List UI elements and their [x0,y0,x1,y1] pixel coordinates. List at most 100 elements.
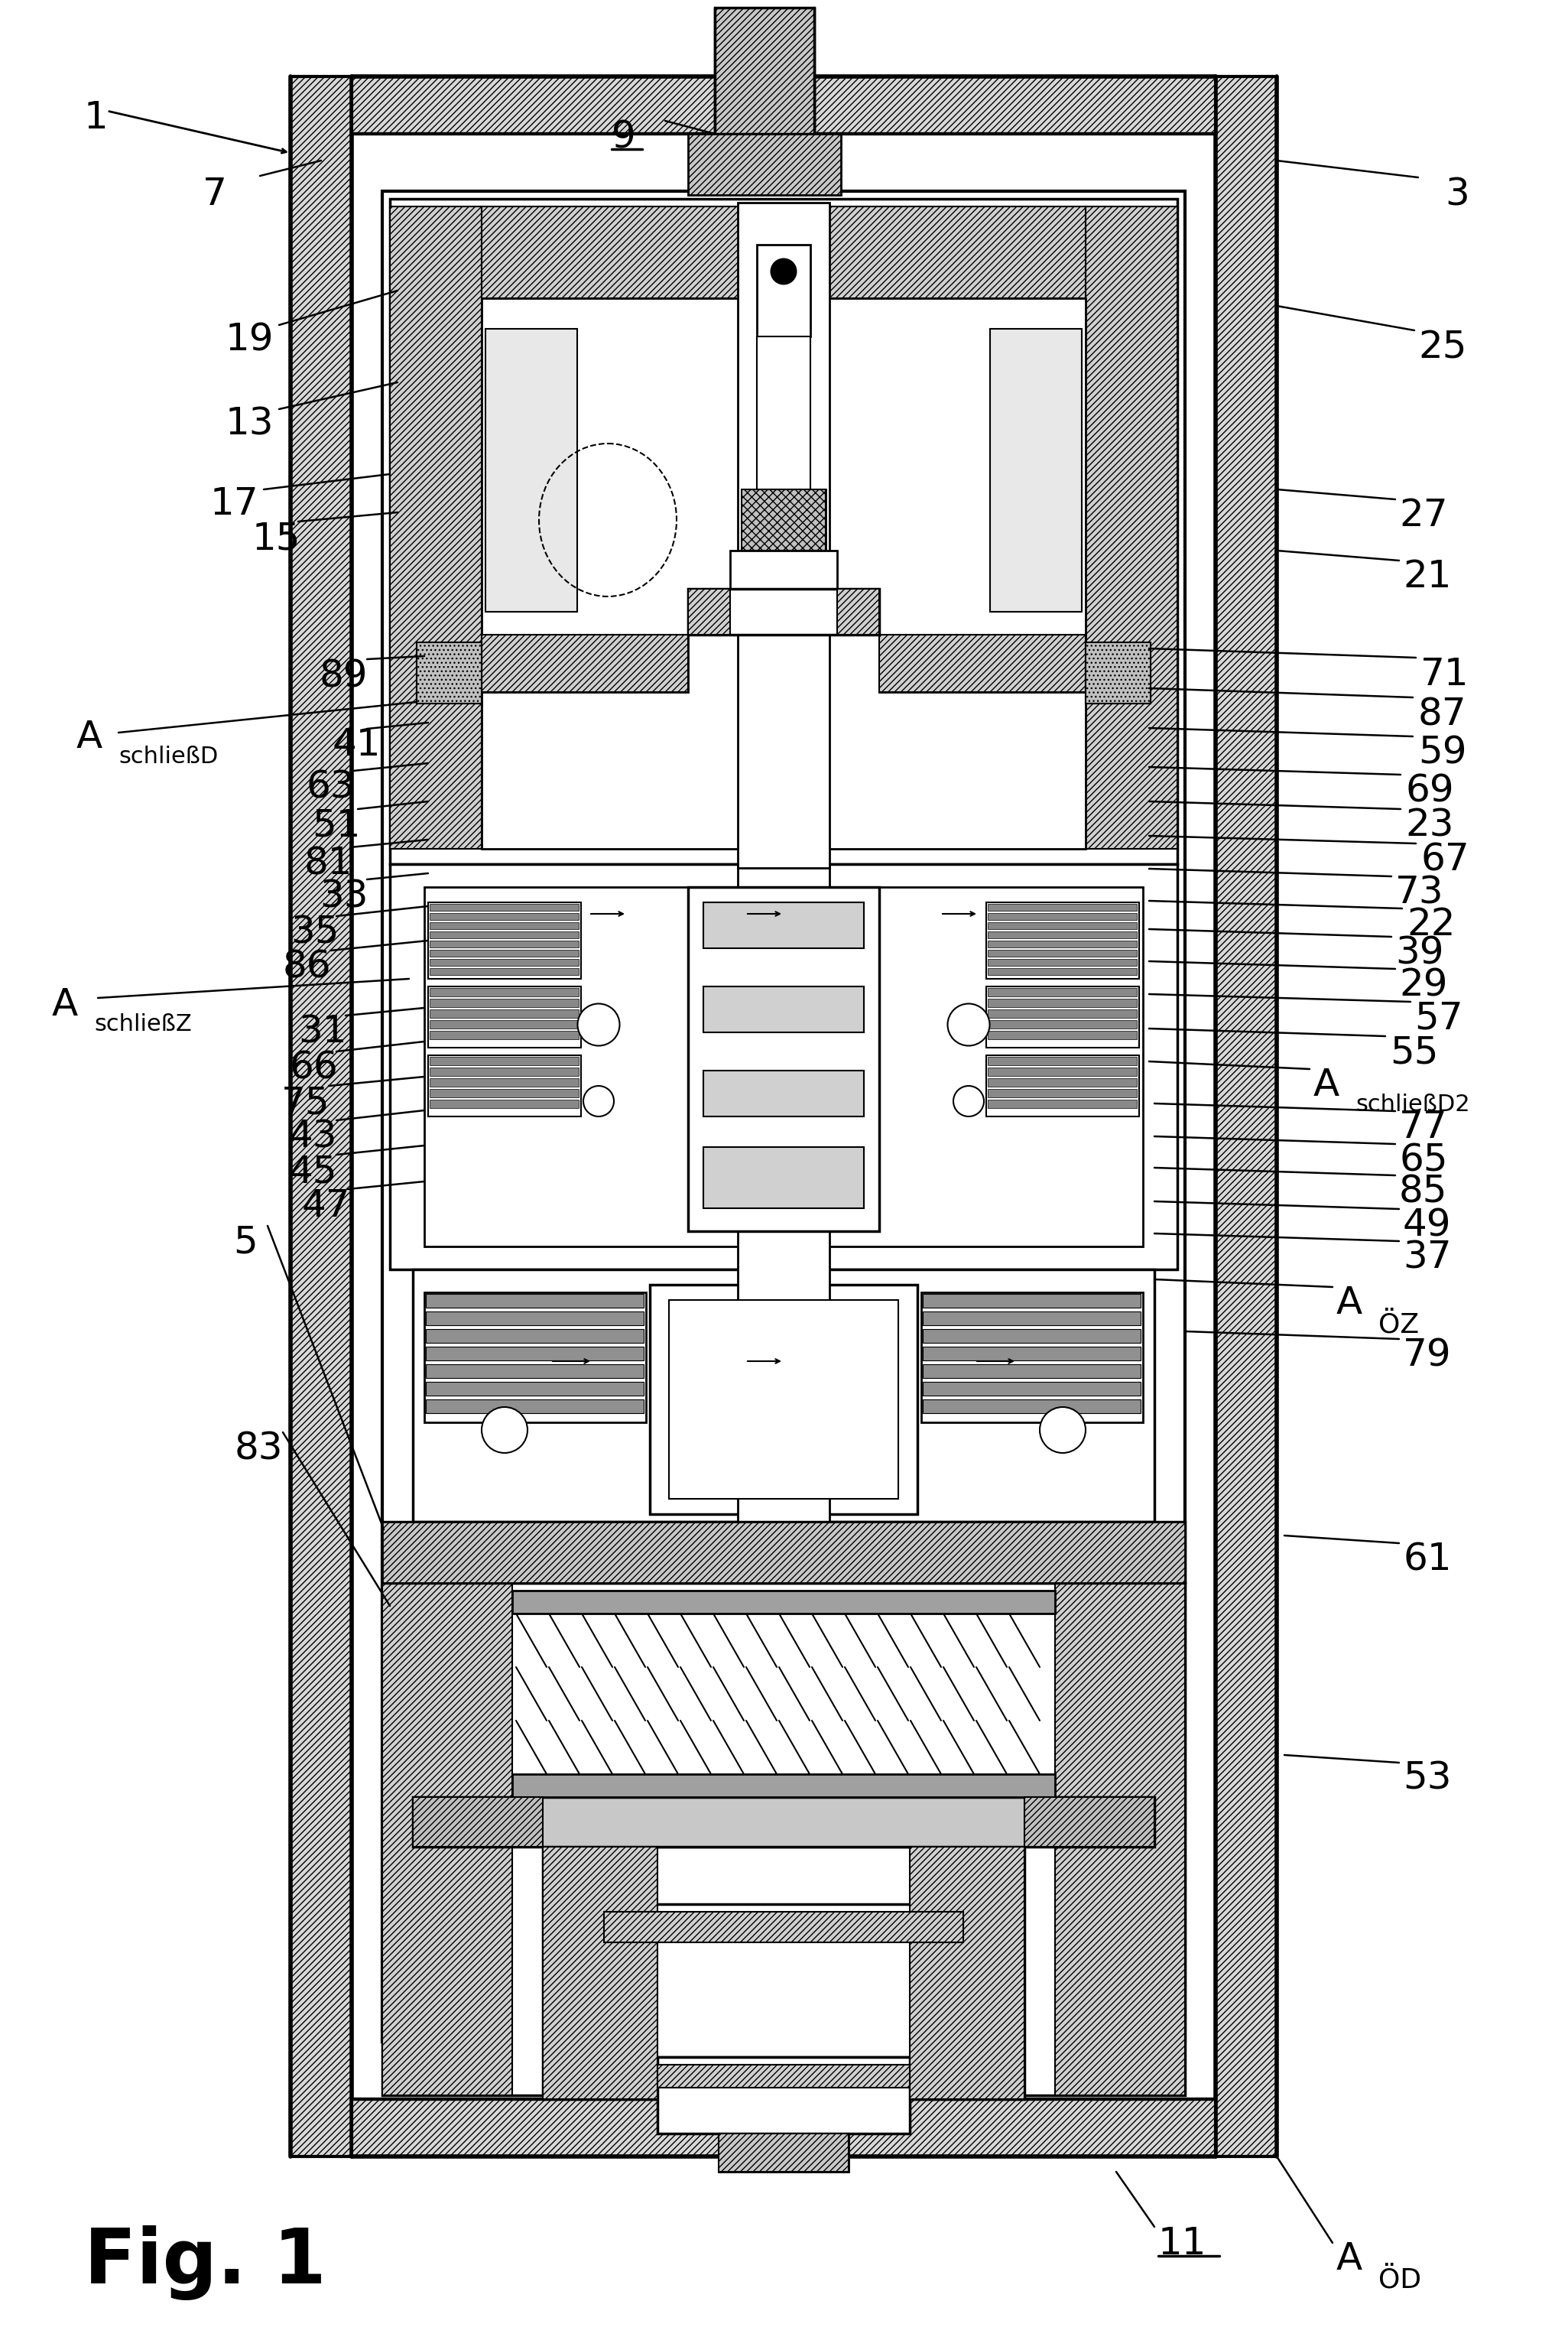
Bar [543,1848,657,2099]
Bar [715,7,814,135]
Text: Fig. 1: Fig. 1 [85,2225,326,2299]
Bar [1055,1582,1185,2094]
Bar [481,207,1085,298]
Bar [988,1077,1137,1087]
Bar [426,1364,644,1378]
Text: 49: 49 [1403,1208,1452,1243]
Text: 22: 22 [1406,905,1455,942]
Bar [1085,642,1151,703]
Text: 63: 63 [306,768,354,805]
Bar [430,940,579,947]
Bar [390,198,1178,863]
Text: 35: 35 [290,915,339,949]
Bar [704,987,864,1033]
Bar [986,987,1138,1047]
Text: 87: 87 [1417,696,1466,733]
Bar [739,863,829,1529]
Bar [988,1031,1137,1040]
Text: 73: 73 [1396,875,1444,910]
Text: ÖD: ÖD [1378,2266,1421,2294]
Bar [426,1382,644,1396]
Text: 65: 65 [1399,1143,1447,1177]
Bar [428,987,582,1047]
Text: 57: 57 [1414,1001,1463,1036]
Bar [922,1291,1143,1422]
Bar [430,1089,579,1098]
Bar [426,1399,644,1412]
Text: 77: 77 [1399,1110,1447,1145]
Bar [988,940,1137,947]
Bar [909,1848,1024,2099]
Bar [922,1347,1140,1361]
Bar [383,1522,1185,1582]
Bar [412,1271,1154,1522]
Bar [657,2057,909,2134]
Text: 11: 11 [1159,2225,1207,2262]
Bar [688,887,880,1231]
Text: 85: 85 [1399,1173,1447,1210]
Bar [430,1019,579,1029]
Bar [989,328,1082,612]
Bar [426,1329,644,1343]
Bar [430,903,579,910]
Bar [430,989,579,996]
Bar [922,1294,1140,1308]
Bar [922,1399,1140,1412]
Text: 79: 79 [1403,1336,1452,1373]
Bar [513,1592,1055,1613]
Bar [988,1101,1137,1108]
Bar [988,1089,1137,1098]
Ellipse shape [481,1408,527,1452]
Bar [430,1077,579,1087]
Bar [383,191,1185,2041]
Text: 67: 67 [1421,840,1469,877]
Bar [880,635,1085,691]
Text: A: A [1314,1066,1339,1103]
Bar [688,135,840,195]
Bar [986,1054,1138,1117]
Bar [657,2064,909,2087]
Bar [731,551,837,589]
Bar [988,949,1137,956]
Bar [718,2134,848,2171]
Text: 21: 21 [1403,558,1452,596]
Bar [704,1070,864,1117]
Bar [922,1312,1140,1326]
Text: 45: 45 [289,1154,337,1189]
Ellipse shape [770,258,797,284]
Bar [988,989,1137,996]
Text: 1: 1 [85,100,108,135]
Text: A: A [1336,1285,1363,1322]
Bar [742,489,826,551]
Bar [430,921,579,928]
Text: 89: 89 [320,659,368,693]
Text: 7: 7 [202,177,227,212]
Ellipse shape [947,1003,989,1045]
Ellipse shape [1040,1408,1085,1452]
Text: 41: 41 [332,726,381,763]
Text: A: A [52,987,78,1024]
Bar [430,1101,579,1108]
Text: 51: 51 [312,807,361,842]
Bar [383,1522,1185,1582]
Bar [880,635,1085,691]
Bar [688,589,880,635]
Bar [513,1773,1055,1796]
Text: 33: 33 [320,877,368,915]
Text: 59: 59 [1417,733,1466,770]
Bar [430,1010,579,1017]
Text: 86: 86 [282,947,331,984]
Bar [988,959,1137,966]
Text: A: A [1336,2241,1363,2278]
Bar [988,903,1137,910]
Bar [922,1329,1140,1343]
Text: 25: 25 [1417,328,1466,365]
Bar [1085,207,1178,849]
Bar [390,207,481,849]
Ellipse shape [953,1087,983,1117]
Text: schließD: schließD [119,745,218,768]
Bar [988,1010,1137,1017]
Bar [739,202,829,868]
Text: 43: 43 [289,1117,337,1154]
Bar [988,998,1137,1008]
